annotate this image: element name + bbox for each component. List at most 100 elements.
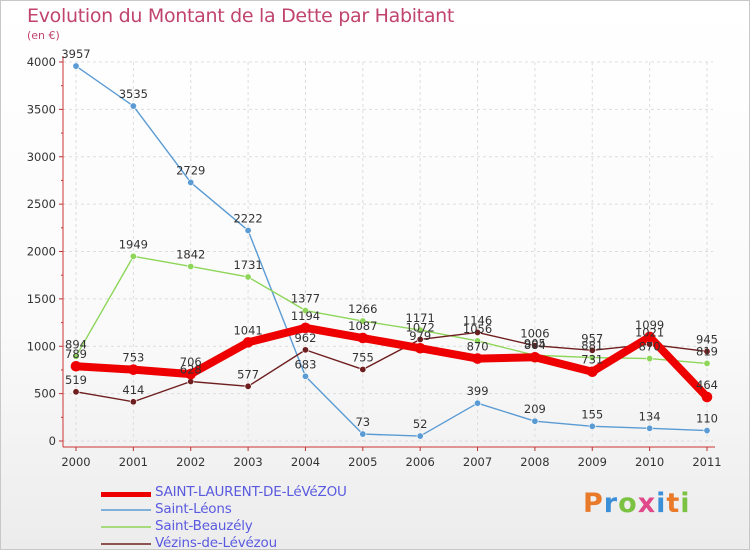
- data-point: [414, 342, 426, 354]
- data-label: 1021: [635, 325, 664, 339]
- data-point: [129, 252, 137, 260]
- data-point: [300, 322, 311, 334]
- data-point: [701, 391, 713, 403]
- data-label: 1842: [176, 247, 205, 261]
- data-label: 1006: [520, 327, 549, 341]
- data-label: 1377: [291, 292, 320, 306]
- x-tick-label: 2009: [578, 455, 607, 469]
- y-tick-label: 3000: [27, 150, 56, 164]
- x-tick-label: 2008: [520, 455, 549, 469]
- data-label: 519: [65, 373, 87, 387]
- data-point: [474, 328, 482, 336]
- x-tick-label: 2001: [119, 455, 148, 469]
- data-label: 789: [65, 347, 87, 361]
- logo-letter: x: [637, 488, 657, 519]
- data-label: 464: [696, 378, 718, 392]
- legend-item-saint-laurent: SAINT-LAURENT-DE-LéVéZOU: [101, 484, 431, 501]
- data-point: [646, 355, 654, 363]
- data-point: [187, 178, 195, 186]
- y-tick-label: 500: [34, 387, 56, 401]
- data-label: 683: [294, 357, 316, 371]
- logo-letter: o: [618, 488, 638, 519]
- data-point: [586, 366, 598, 378]
- data-point: [359, 317, 367, 325]
- x-tick-label: 2006: [406, 455, 435, 469]
- data-label: 755: [352, 350, 374, 364]
- data-point: [185, 368, 197, 380]
- data-label: 110: [696, 412, 718, 426]
- data-point: [588, 346, 596, 354]
- data-point: [474, 337, 482, 345]
- legend-swatch-vezins: [101, 543, 151, 545]
- legend-item-vezins: Vézins-de-Lévézou: [101, 535, 431, 552]
- data-point: [128, 364, 139, 375]
- data-point: [588, 422, 596, 430]
- data-label: 1949: [119, 237, 148, 251]
- data-point: [646, 424, 654, 432]
- x-tick-label: 2004: [291, 455, 320, 469]
- legend-swatch-saint-leons: [101, 509, 151, 511]
- series-line: [75, 331, 708, 403]
- data-label: 1087: [348, 319, 377, 333]
- y-tick-label: 1000: [27, 339, 56, 353]
- data-label: 209: [524, 402, 546, 416]
- data-label: 979: [409, 329, 431, 343]
- proxiti-logo: Proxiti: [583, 488, 691, 519]
- data-label: 628: [180, 362, 202, 376]
- data-label: 414: [122, 383, 144, 397]
- data-point: [531, 417, 539, 425]
- x-tick-label: 2010: [635, 455, 664, 469]
- y-tick-label: 3500: [27, 102, 56, 116]
- logo-letter: i: [680, 488, 691, 519]
- data-point: [474, 399, 482, 407]
- legend-item-saint-leons: Saint-Léons: [101, 501, 431, 518]
- data-label: 52: [413, 417, 428, 431]
- data-label: 3535: [119, 87, 148, 101]
- y-unit-label: (en €): [27, 29, 60, 42]
- data-label: 1099: [635, 318, 664, 332]
- data-point: [416, 335, 424, 343]
- data-point: [703, 347, 711, 355]
- data-point: [129, 102, 137, 110]
- legend-item-saint-beauzely: Saint-Beauzély: [101, 518, 431, 535]
- data-label: 905: [524, 336, 546, 350]
- data-point: [244, 382, 252, 390]
- series-line: [72, 323, 711, 402]
- logo-letter: r: [603, 488, 619, 519]
- data-label: 1056: [463, 322, 492, 336]
- data-label: 3957: [61, 47, 90, 61]
- data-label: 134: [639, 409, 661, 423]
- data-label: 870: [639, 340, 661, 354]
- data-label: 1146: [463, 313, 492, 327]
- data-label: 957: [581, 331, 603, 345]
- data-point: [357, 332, 369, 344]
- data-point: [703, 427, 711, 435]
- x-tick-label: 2005: [348, 455, 377, 469]
- legend-swatch-saint-laurent: [101, 492, 151, 497]
- legend: SAINT-LAURENT-DE-LéVéZOU Saint-Léons Sai…: [101, 484, 431, 552]
- legend-label-saint-laurent: SAINT-LAURENT-DE-LéVéZOU: [155, 484, 347, 500]
- data-point: [472, 353, 483, 364]
- data-point: [531, 342, 539, 350]
- data-label: 881: [581, 339, 603, 353]
- data-label: 1041: [233, 323, 262, 337]
- data-point: [588, 354, 596, 362]
- data-label: 2222: [233, 211, 262, 225]
- legend-label-saint-leons: Saint-Léons: [155, 501, 232, 517]
- x-tick-label: 2003: [233, 455, 262, 469]
- data-label: 884: [524, 338, 546, 352]
- data-point: [301, 307, 309, 315]
- logo-letter: P: [583, 488, 604, 519]
- data-label: 1194: [291, 309, 320, 323]
- data-point: [72, 62, 80, 70]
- data-point: [187, 262, 195, 270]
- series-line: [75, 65, 708, 437]
- data-label: 399: [467, 384, 489, 398]
- data-label: 1072: [406, 320, 435, 334]
- x-tick-label: 2000: [61, 455, 90, 469]
- data-point: [70, 360, 82, 372]
- data-point: [72, 388, 80, 396]
- data-point: [244, 273, 252, 281]
- data-label: 706: [180, 355, 202, 369]
